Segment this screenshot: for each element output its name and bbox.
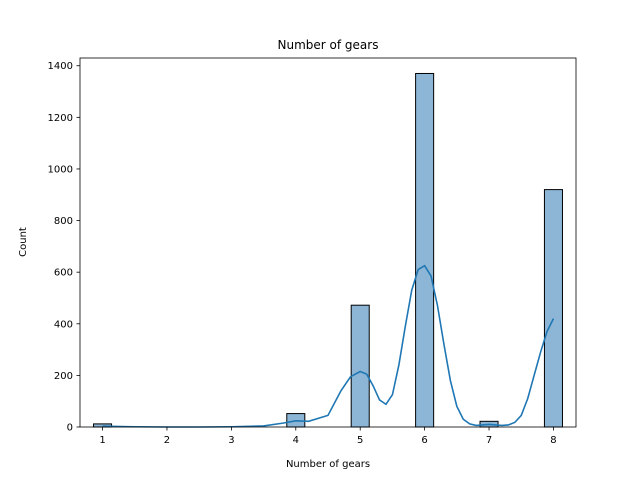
- y-tick-label: 1200: [48, 113, 73, 124]
- x-tick-label: 1: [99, 435, 105, 446]
- histogram-bar: [543, 189, 563, 428]
- x-axis-ticks: 1 2 3 4 5 6 7 8: [99, 427, 557, 446]
- x-tick-label: 2: [164, 435, 170, 446]
- x-tick-label: 5: [357, 435, 363, 446]
- chart-title: Number of gears: [278, 38, 379, 52]
- histogram-bar: [415, 72, 435, 428]
- x-tick-label: 8: [550, 435, 556, 446]
- y-tick-label: 1400: [48, 61, 73, 72]
- y-tick-label: 600: [54, 268, 73, 279]
- plot-area-frame: [79, 57, 577, 428]
- x-tick-label: 6: [421, 435, 427, 446]
- y-tick-label: 0: [67, 423, 73, 434]
- y-tick-label: 200: [54, 371, 73, 382]
- bars-layer: [93, 72, 563, 428]
- y-tick-label: 400: [54, 319, 73, 330]
- y-axis-ticks: 0 200 400 600 800 1000 1200 1400: [48, 61, 80, 434]
- x-tick-label: 7: [486, 435, 492, 446]
- histogram-bar: [350, 304, 370, 428]
- y-axis-label: Count: [18, 227, 29, 257]
- y-tick-label: 1000: [48, 164, 73, 175]
- x-tick-label: 3: [228, 435, 234, 446]
- kde-line: [102, 264, 555, 428]
- x-axis-label: Number of gears: [286, 459, 370, 470]
- x-tick-label: 4: [293, 435, 299, 446]
- y-tick-label: 800: [54, 216, 73, 227]
